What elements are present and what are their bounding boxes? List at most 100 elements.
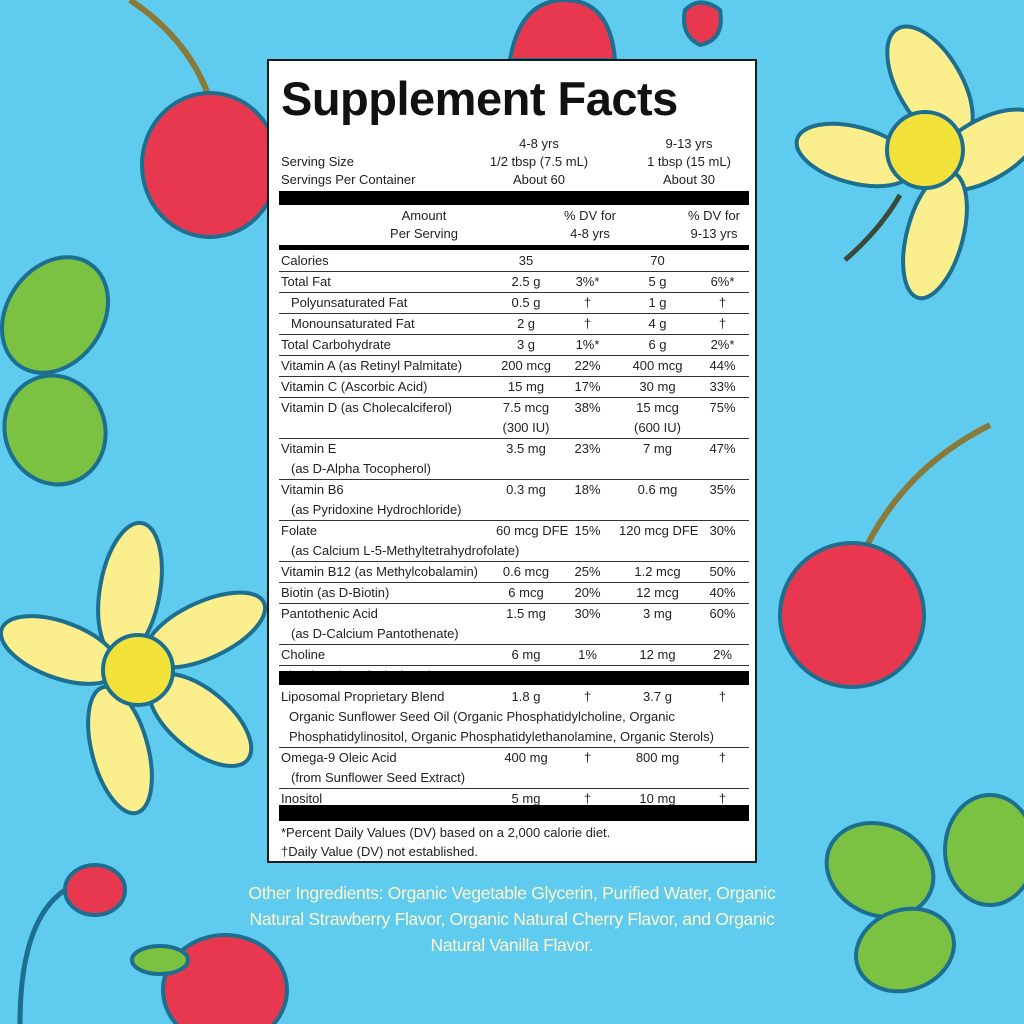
cell-text: 33% (709, 379, 736, 394)
nutrient-row: Choline 6 mg 1% 12 mg 2% (279, 644, 749, 666)
nutrient-row: Total Fat 2.5 g 3%* 5 g 6%* (279, 271, 749, 293)
nutrient-name: Polyunsaturated Fat (279, 292, 496, 314)
dv-cell: 18% (556, 479, 619, 521)
dv-cell (556, 251, 619, 272)
amount-cell: 400 mcg (619, 355, 696, 377)
nutrient-row: Omega-9 Oleic Acid (from Sunflower Seed E… (279, 747, 749, 789)
cell-text: 17% (574, 379, 601, 394)
group-1-label: 4-8 yrs (519, 136, 559, 151)
strawberry-icon (507, 0, 618, 62)
cell-text: † (718, 316, 727, 331)
cell-text: 2%* (710, 337, 735, 352)
nutrient-name-text: Total Carbohydrate (281, 337, 391, 352)
cell-text: † (583, 316, 592, 331)
dv-cell: 2% (696, 644, 749, 666)
cell-text: 60% (709, 606, 736, 621)
vanilla-flower-icon (0, 520, 268, 816)
cell-text: 1.5 mg (506, 606, 546, 621)
cell-text: 44% (709, 358, 736, 373)
divider-bar (279, 191, 749, 205)
nutrient-row: Vitamin E (as D-Alpha Tocopherol) 3.5 mg 23… (279, 438, 749, 480)
serving-info: 4-8 yrs 9-13 yrs Serving Size 1/2 tbsp (… (279, 135, 749, 193)
dv-cell: 47% (696, 438, 749, 480)
amount-cell: 7 mg (619, 438, 696, 480)
dv-cell: † (556, 747, 619, 789)
cherry-stem-icon (128, 0, 213, 101)
amount-cell: 6 g (619, 334, 696, 356)
footnotes: *Percent Daily Values (DV) based on a 2,… (281, 823, 610, 861)
nutrient-row: Biotin (as D-Biotin) 6 mcg 20% 12 mcg 40% (279, 582, 749, 604)
nutrient-name-text: Polyunsaturated Fat (291, 295, 408, 310)
cell-text: 47% (709, 441, 736, 456)
cell-text: 2% (713, 647, 732, 662)
nutrient-name-text: Vitamin C (Ascorbic Acid) (281, 379, 428, 394)
amount-cell: 0.5 g (496, 292, 556, 314)
dv-cell: 25% (556, 561, 619, 583)
dv-header-2: % DV for 9-13 yrs (674, 207, 754, 243)
cell-text: 30 mg (639, 379, 676, 394)
dv-cell: † (696, 747, 749, 789)
cell-text: 22% (574, 358, 601, 373)
cell-text: 23% (574, 441, 601, 456)
nutrient-row: Vitamin C (Ascorbic Acid) 15 mg 17% 30 mg 33… (279, 376, 749, 398)
dv-cell: † (556, 313, 619, 335)
cell-text: (600 IU) (634, 420, 681, 435)
cell-text: † (583, 750, 592, 765)
cell-text: 3.7 g (643, 689, 672, 704)
dv-cell: 33% (696, 376, 749, 398)
leaf-icon (943, 793, 1024, 907)
cell-text: 3 g (516, 337, 536, 352)
dv-header-line: 9-13 yrs (690, 226, 738, 241)
cell-text: 0.6 mcg (502, 564, 550, 579)
dv-cell: 2%* (696, 334, 749, 356)
dv-cell: 3%* (556, 271, 619, 293)
amount-cell: 3 mg (619, 603, 696, 645)
divider-bar (279, 245, 749, 250)
cell-text: 0.6 mg (637, 482, 678, 497)
amount-cell: 200 mcg (496, 355, 556, 377)
cell-text: † (718, 295, 727, 310)
nutrient-name: Biotin (as D-Biotin) (279, 582, 496, 604)
cell-text: † (718, 689, 727, 704)
amount-cell: 15 mcg (600 IU) (619, 397, 696, 439)
cell-text: 120 mcg DFE (619, 523, 699, 538)
footnote-dagger: †Daily Value (DV) not established. (281, 844, 479, 859)
nutrient-name: Total Carbohydrate (279, 334, 496, 356)
nutrient-name-text: Total Fat (281, 274, 331, 289)
panel-title: Supplement Facts (281, 72, 678, 125)
amount-cell: 3.7 g (619, 687, 696, 707)
cell-text: 10 mg (639, 791, 676, 806)
cell-text: 15 mg (507, 379, 545, 394)
cell-text: 1 g (648, 295, 667, 310)
dv-cell: 40% (696, 582, 749, 604)
dv-cell: 75% (696, 397, 749, 439)
dv-cell: 50% (696, 561, 749, 583)
nutrient-row: Vitamin A (as Retinyl Palmitate) 200 mcg 2… (279, 355, 749, 377)
amount-header-line: Amount (401, 208, 447, 223)
nutrient-source-text: (as Pyridoxine Hydrochloride) (291, 502, 462, 517)
nutrient-name: Liposomal Proprietary Blend (279, 687, 496, 707)
amount-cell: 5 mg (496, 789, 556, 810)
strawberry-icon (682, 0, 723, 48)
nutrient-row: Calories 35 70 (279, 251, 749, 272)
cell-text: 800 mg (635, 750, 680, 765)
amount-cell: 0.3 mg (496, 479, 556, 521)
nutrient-row: Vitamin B6 (as Pyridoxine Hydrochloride) 0… (279, 479, 749, 521)
amount-cell: 70 (619, 251, 696, 272)
nutrient-name-text: Calories (281, 253, 329, 268)
cell-text: 20% (574, 585, 601, 600)
strawberry-icon (63, 863, 127, 917)
cell-text: 400 mcg (632, 358, 683, 373)
nutrient-name-text: Choline (281, 647, 326, 662)
nutrient-name: Inositol (279, 789, 496, 810)
dv-cell: † (556, 789, 619, 810)
nutrient-row: Monounsaturated Fat 2 g † 4 g † (279, 313, 749, 335)
cell-text: † (583, 791, 592, 806)
serving-size-label: Serving Size (281, 154, 354, 169)
nutrient-row: Total Carbohydrate 3 g 1%* 6 g 2%* (279, 334, 749, 356)
dv-cell: 44% (696, 355, 749, 377)
nutrient-name: Omega-9 Oleic Acid (from Sunflower Seed E… (279, 747, 496, 789)
cherry-icon (778, 541, 926, 689)
nutrient-row: Liposomal Proprietary Blend 1.8 g † 3.7 g † (279, 687, 749, 707)
nutrient-row: Inositol 5 mg † 10 mg † (279, 789, 749, 810)
